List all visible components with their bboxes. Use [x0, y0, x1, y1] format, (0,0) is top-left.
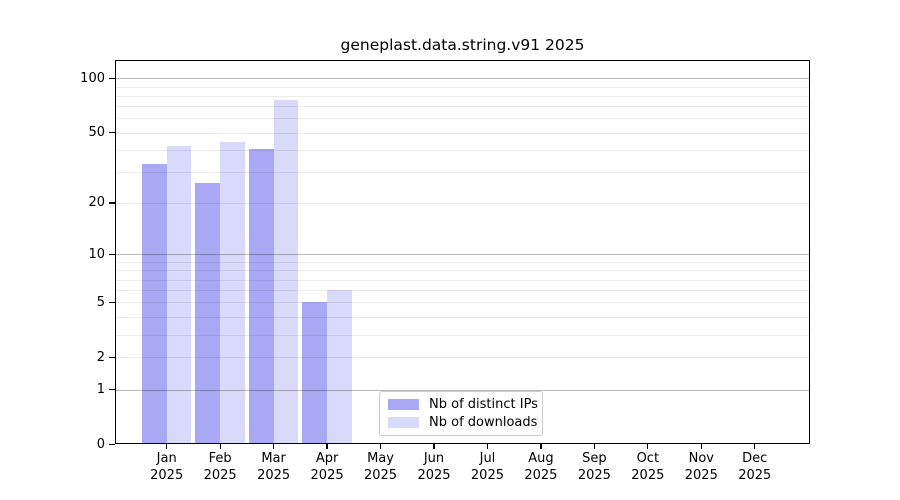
y-tick-mark-100	[108, 77, 115, 79]
y-tick-mark-50	[108, 131, 115, 134]
y-tick-label-10: 10	[88, 246, 105, 262]
x-tick-mark-dec	[754, 444, 756, 449]
gridline-y-3	[115, 334, 810, 336]
gridline-y-5	[115, 302, 810, 304]
legend-swatch-icon	[388, 398, 419, 410]
x-tick-label-sep: Sep 2025	[577, 451, 611, 483]
x-tick-label-jan: Jan 2025	[150, 451, 184, 483]
y-tick-mark-2	[108, 356, 115, 358]
gridline-y-30	[115, 172, 810, 174]
gridline-y-90	[115, 86, 810, 88]
x-tick-label-apr: Apr 2025	[310, 451, 344, 483]
gridline-y-4	[115, 316, 810, 318]
x-tick-mark-aug	[540, 444, 542, 449]
bar-apr-downloads	[327, 289, 352, 444]
bar-feb-downloads	[220, 141, 245, 444]
bar-feb-ips	[195, 182, 221, 444]
bar-mar-ips	[248, 149, 274, 444]
x-tick-mark-nov	[700, 444, 702, 449]
x-tick-label-nov: Nov 2025	[684, 451, 718, 483]
y-tick-mark-10	[108, 253, 115, 255]
x-tick-mark-mar	[273, 444, 275, 449]
y-tick-label-100: 100	[80, 70, 105, 86]
x-tick-label-mar: Mar 2025	[257, 451, 291, 483]
x-tick-label-may: May 2025	[363, 451, 398, 483]
y-tick-label-20: 20	[88, 195, 105, 211]
x-tick-mark-may	[379, 444, 382, 449]
y-tick-label-2: 2	[96, 349, 105, 365]
gridline-y-7	[115, 279, 810, 281]
gridline-y-70	[115, 106, 810, 108]
gridline-y-100	[115, 78, 810, 80]
x-tick-mark-jan	[166, 444, 168, 449]
x-tick-label-jul: Jul 2025	[470, 451, 504, 483]
x-tick-label-feb: Feb 2025	[203, 451, 237, 483]
y-tick-label-1: 1	[96, 382, 105, 397]
chart-title: geneplast.data.string.v91 2025	[340, 36, 585, 54]
x-tick-mark-apr	[326, 444, 328, 449]
legend-swatch-icon	[388, 417, 419, 429]
bar-jan-downloads	[166, 145, 192, 444]
gridline-y-80	[115, 95, 810, 97]
y-tick-label-50: 50	[88, 125, 105, 141]
x-tick-mark-sep	[593, 444, 595, 449]
x-tick-label-dec: Dec 2025	[738, 451, 772, 483]
y-tick-mark-1	[108, 388, 115, 391]
bar-jan-ips	[142, 164, 167, 444]
gridline-y-1	[115, 389, 810, 391]
gridline-y-8	[115, 270, 810, 272]
y-tick-label-5: 5	[96, 294, 105, 310]
bar-mar-downloads	[273, 100, 299, 444]
x-tick-mark-jul	[486, 444, 489, 449]
legend-item-downloads: Nb of downloads	[386, 414, 538, 433]
gridline-y-9	[115, 261, 810, 263]
x-tick-label-jun: Jun 2025	[417, 451, 451, 483]
y-tick-mark-20	[108, 202, 115, 204]
y-tick-mark-0	[108, 443, 115, 446]
legend-item-distinct-ips: Nb of distinct IPs	[386, 395, 538, 414]
x-tick-label-oct: Oct 2025	[631, 451, 665, 483]
bar-apr-ips	[302, 301, 328, 444]
gridline-y-40	[115, 149, 810, 151]
x-tick-mark-jun	[433, 444, 435, 449]
plot-area	[115, 60, 810, 444]
x-tick-mark-feb	[219, 444, 221, 449]
legend-label: Nb of downloads	[429, 415, 538, 431]
y-tick-mark-5	[108, 301, 115, 303]
gridline-y-10	[115, 254, 810, 256]
x-tick-mark-oct	[647, 444, 649, 449]
gridline-y-60	[115, 118, 810, 120]
gridline-y-6	[115, 290, 810, 292]
legend: Nb of distinct IPs Nb of downloads	[379, 391, 543, 436]
x-tick-label-aug: Aug 2025	[524, 451, 558, 483]
legend-label: Nb of distinct IPs	[429, 396, 538, 412]
y-tick-label-0: 0	[96, 437, 105, 452]
gridline-y-50	[115, 132, 810, 134]
gridline-y-20	[115, 202, 810, 204]
gridline-y-2	[115, 357, 810, 359]
